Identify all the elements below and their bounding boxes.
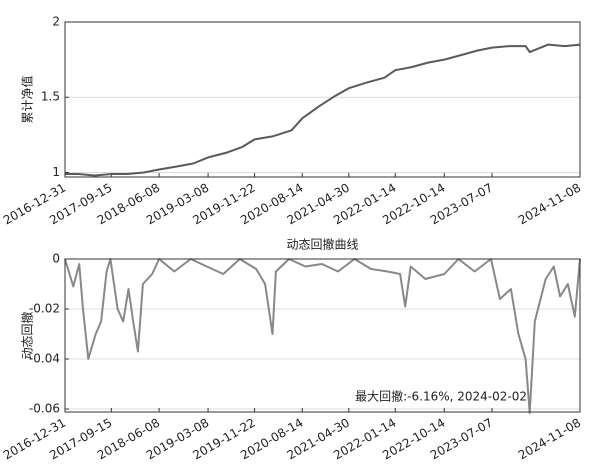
y-tick-label: 1 <box>52 165 60 179</box>
plot-frame <box>64 21 581 178</box>
y-tick-label: -0.02 <box>29 302 60 316</box>
y-tick-label: -0.04 <box>29 352 60 366</box>
y-axis-label: 累计净值 <box>20 75 35 123</box>
plot-frame <box>64 258 581 413</box>
annotation: 最大回撤:-6.16%, 2024-02-02 <box>355 389 527 404</box>
y-tick-label: -0.06 <box>29 402 60 416</box>
y-tick-label: 0 <box>52 252 60 266</box>
y-tick-label: 1.5 <box>41 90 60 104</box>
x-tick-label: 2024-11-08 <box>516 416 583 463</box>
chart-title: 动态回撤曲线 <box>286 237 358 252</box>
data-line <box>65 43 581 177</box>
x-tick-label: 2024-11-08 <box>516 181 583 228</box>
y-tick-label: 2 <box>52 15 60 29</box>
y-axis-label: 动态回撤 <box>20 311 35 359</box>
